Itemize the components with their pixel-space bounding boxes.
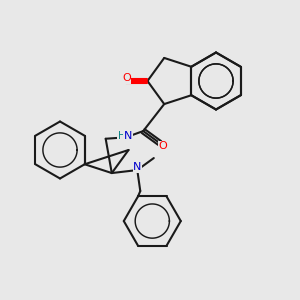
Text: H: H — [118, 130, 125, 141]
Text: O: O — [122, 73, 131, 83]
Text: N: N — [124, 130, 132, 141]
Text: O: O — [158, 141, 167, 151]
Text: N: N — [133, 162, 142, 172]
